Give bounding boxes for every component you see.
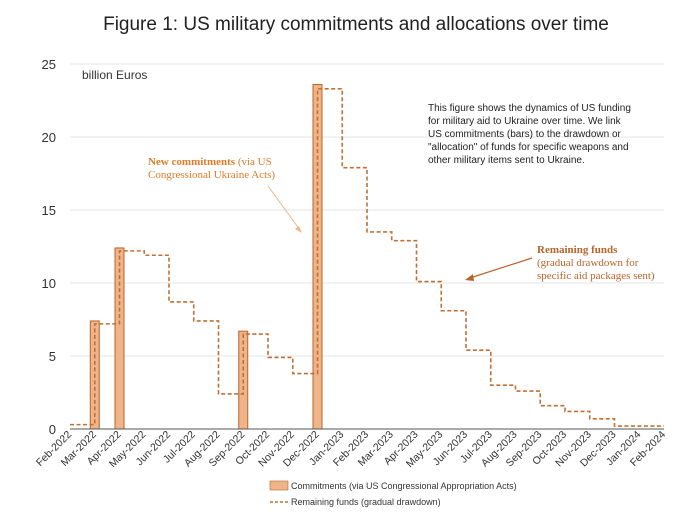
- legend-bar-swatch: [269, 480, 289, 491]
- commitments-annotation-line2: Congressional Ukraine Acts): [148, 169, 275, 181]
- remaining-funds-path: [70, 88, 664, 427]
- remaining-annotation: Remaining funds (gradual drawdown for sp…: [465, 244, 655, 282]
- legend-line-label: Remaining funds (gradual drawdown): [291, 497, 441, 507]
- note-line: This figure shows the dynamics of US fun…: [428, 103, 631, 114]
- commitments-annotation: New commitments (via US Congressional Uk…: [148, 156, 302, 233]
- remaining-funds-line: [70, 88, 664, 427]
- y-tick-label: 20: [42, 130, 56, 145]
- remaining-annotation-line3: specific aid packages sent): [537, 270, 655, 282]
- commitments-annotation-bold: New commitments: [148, 156, 236, 168]
- note-line: US commitments (bars) to the drawdown or: [428, 129, 622, 140]
- commitments-arrow: [267, 185, 301, 231]
- commitment-bar: [114, 247, 125, 430]
- note-line: "allocation" of funds for specific weapo…: [428, 142, 629, 153]
- commitment-bars: [89, 83, 323, 430]
- info-note: This figure shows the dynamics of US fun…: [428, 103, 631, 166]
- x-axis-ticks: Feb-2022Mar-2022Apr-2022May-2022Jun-2022…: [34, 429, 668, 471]
- remaining-annotation-line1: Remaining funds: [537, 244, 618, 256]
- remaining-arrowhead: [465, 274, 474, 281]
- y-axis-ticks: 0 5 10 15 20 25: [42, 57, 56, 437]
- y-tick-label: 25: [42, 57, 56, 72]
- y-tick-label: 0: [49, 422, 56, 437]
- legend: Commitments (via US Congressional Approp…: [269, 480, 517, 507]
- y-tick-label: 15: [42, 203, 56, 218]
- commitments-annotation-rest: (via US: [235, 156, 272, 168]
- y-tick-label: 10: [42, 276, 56, 291]
- y-unit-label: billion Euros: [82, 68, 147, 82]
- y-tick-label: 5: [49, 349, 56, 364]
- commitments-arrowhead: [295, 226, 302, 233]
- note-line: other military items sent to Ukraine.: [428, 155, 585, 166]
- remaining-arrow: [469, 257, 533, 279]
- note-line: for military aid to Ukraine over time. W…: [428, 116, 622, 127]
- remaining-annotation-line2: (gradual drawdown for: [537, 257, 639, 269]
- chart-title: Figure 1: US military commitments and al…: [103, 14, 609, 35]
- commitments-annotation-line1: New commitments (via US: [148, 156, 272, 168]
- legend-bar-label: Commitments (via US Congressional Approp…: [291, 481, 517, 491]
